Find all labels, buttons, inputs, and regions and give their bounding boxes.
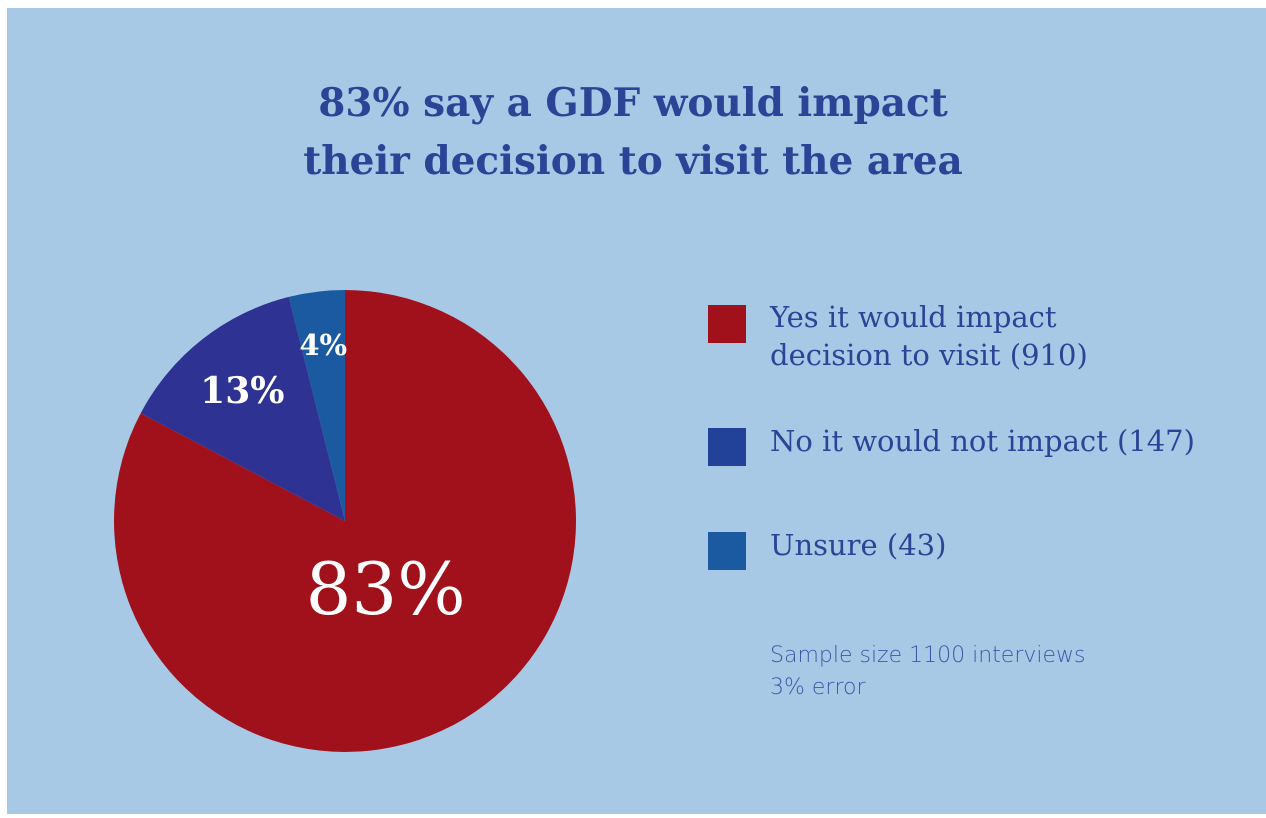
title-line-1-rest: say a GDF would impact	[409, 80, 948, 126]
chart-title: 83% say a GDF would impact their decisio…	[0, 74, 1266, 190]
sample-note-line-1: Sample size 1100 interviews	[770, 643, 1086, 668]
pie-label-unsure: 4%	[299, 328, 347, 362]
title-line-2: their decision to visit the area	[303, 138, 963, 184]
pie-slice-no	[140, 296, 345, 521]
pie-slice-yes	[114, 290, 577, 753]
legend-label-no: No it would not impact (147)	[770, 424, 1195, 458]
legend-label-unsure: Unsure (43)	[770, 528, 947, 562]
title-line-1: 83% say a GDF would impact	[0, 74, 1266, 132]
sample-note-line-2: 3% error	[770, 675, 866, 700]
legend-swatch-unsure	[708, 532, 746, 570]
pie-label-yes: 83%	[306, 547, 466, 631]
pie-label-no: 13%	[200, 370, 284, 412]
legend-swatch-no	[708, 428, 746, 466]
legend-swatch-yes	[708, 305, 746, 343]
legend-label-yes-line-2: decision to visit (910)	[770, 338, 1088, 372]
title-highlight: 83%	[318, 80, 410, 126]
legend-label-yes-line-1: Yes it would impact	[770, 300, 1057, 334]
sample-note: Sample size 1100 interviews 3% error	[770, 640, 1086, 704]
legend-label-yes: Yes it would impact decision to visit (9…	[770, 298, 1088, 374]
pie-slice-unsure	[288, 289, 345, 521]
